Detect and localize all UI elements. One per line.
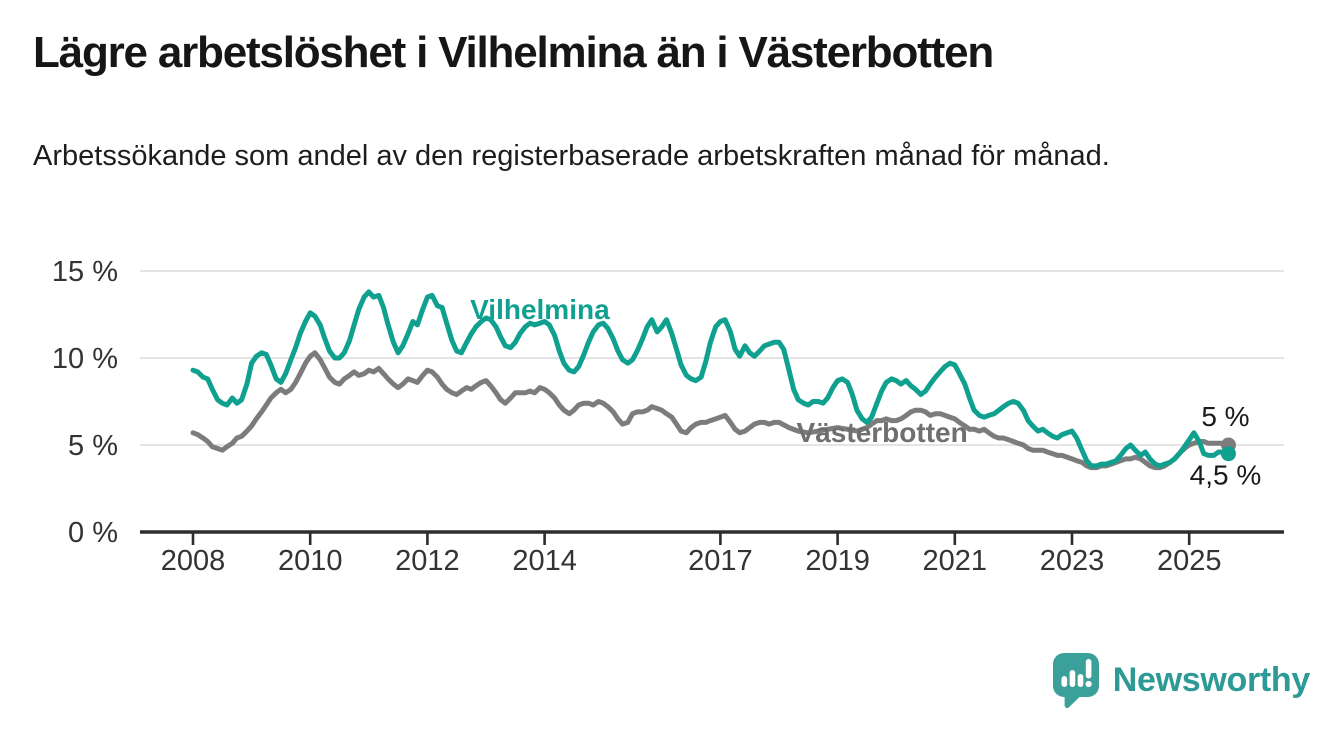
series-line-västerbotten xyxy=(190,350,1231,471)
end-value-label-västerbotten: 5 % xyxy=(1201,401,1249,432)
logo-bar-3 xyxy=(1077,674,1084,687)
series-line-vilhelmina xyxy=(190,289,1231,469)
x-tick-label-2021: 2021 xyxy=(923,545,988,577)
x-tick-label-2019: 2019 xyxy=(805,545,870,577)
x-tick-label-2010: 2010 xyxy=(278,545,343,577)
page-title: Lägre arbetslöshet i Vilhelmina än i Väs… xyxy=(33,28,994,77)
x-tick-label-2012: 2012 xyxy=(395,545,460,577)
y-tick-label-0: 0 % xyxy=(68,517,118,549)
x-tick-label-2008: 2008 xyxy=(161,545,226,577)
newsworthy-logo-icon xyxy=(1052,653,1099,708)
end-value-label-vilhelmina: 4,5 % xyxy=(1190,460,1262,491)
logo-bar-1 xyxy=(1061,676,1067,687)
end-dot-vilhelmina xyxy=(1220,446,1236,462)
series-label-västerbotten: Västerbotten xyxy=(797,417,968,448)
x-tick-label-2017: 2017 xyxy=(688,545,753,577)
x-tick-label-2025: 2025 xyxy=(1157,545,1222,577)
logo-bar-2 xyxy=(1069,670,1075,687)
y-tick-label-5: 5 % xyxy=(68,430,118,462)
x-tick-label-2023: 2023 xyxy=(1040,545,1105,577)
x-tick-label-2014: 2014 xyxy=(512,545,577,577)
y-tick-label-15: 15 % xyxy=(52,256,118,288)
logo-exclamation-bar xyxy=(1085,659,1092,679)
brand-wordmark: Newsworthy xyxy=(1112,661,1311,699)
y-tick-label-10: 10 % xyxy=(52,343,118,375)
series-label-vilhelmina: Vilhelmina xyxy=(470,294,610,325)
logo-exclamation-dot xyxy=(1085,680,1092,688)
chart-subtitle: Arbetssökande som andel av den registerb… xyxy=(33,140,1110,172)
newsworthy-logo-link[interactable]: Newsworthy xyxy=(1051,651,1310,709)
unemployment-line-chart: 2008 2010 2012 2014 2017 2019 2021 2023 2025 0 % 5… xyxy=(52,256,1284,577)
